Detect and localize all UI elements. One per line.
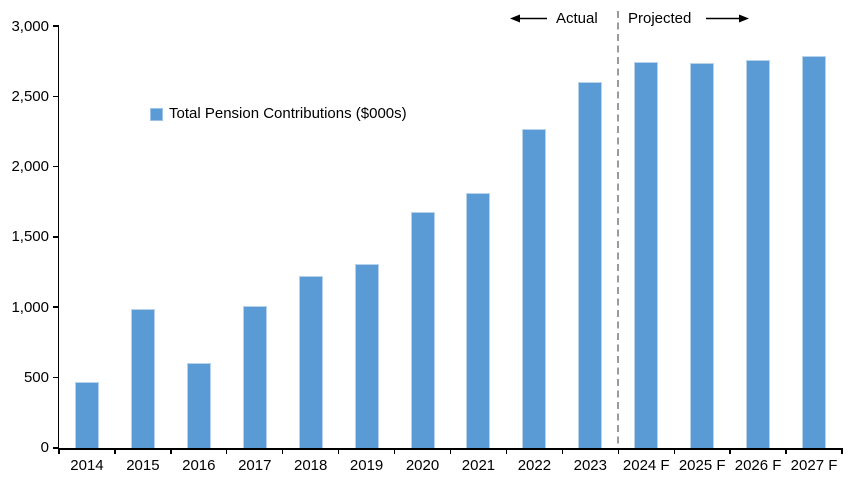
x-axis-label: 2019 xyxy=(349,457,384,474)
y-axis-label: 500 xyxy=(23,369,49,386)
y-axis-tick xyxy=(52,236,58,238)
x-axis-tick xyxy=(841,449,843,454)
x-axis-label: 2017 xyxy=(238,457,272,474)
x-axis-tick xyxy=(673,449,675,454)
bar-2022 xyxy=(522,128,547,448)
bar-2017 xyxy=(242,305,267,448)
y-axis-label: 1,000 xyxy=(11,298,49,316)
bar-2014 xyxy=(74,382,99,448)
bar-2027-f xyxy=(802,55,827,448)
bar-2026-f xyxy=(746,59,771,448)
y-axis-label: 2,500 xyxy=(11,87,49,105)
x-axis-label: 2016 xyxy=(182,457,216,474)
y-axis-tick xyxy=(52,165,58,168)
x-axis-tick xyxy=(58,449,60,454)
x-axis-tick xyxy=(561,449,564,454)
bar-2024-f xyxy=(634,61,659,448)
bar-2023 xyxy=(578,81,603,448)
x-axis-tick xyxy=(617,449,619,454)
x-axis-label: 2022 xyxy=(517,457,552,474)
x-axis-tick xyxy=(505,449,508,454)
bar-2020 xyxy=(410,212,435,448)
x-axis-label: 2020 xyxy=(405,457,440,474)
x-axis-tick xyxy=(729,449,731,454)
y-axis-line xyxy=(57,25,60,449)
x-axis-tick xyxy=(170,449,172,454)
y-axis-label: 3,000 xyxy=(11,17,49,35)
bar-2025-f xyxy=(690,62,715,448)
legend-swatch-icon xyxy=(150,107,163,121)
x-axis-tick xyxy=(393,449,396,454)
x-axis-tick xyxy=(226,449,228,454)
bar-2021 xyxy=(466,193,491,448)
x-axis-tick xyxy=(449,449,452,454)
bar-2016 xyxy=(186,363,211,448)
x-axis-tick xyxy=(282,449,284,454)
y-axis-label: 1,500 xyxy=(11,228,49,246)
x-axis-label: 2023 xyxy=(573,457,607,474)
x-axis-label: 2027 F xyxy=(790,457,838,474)
actual-projected-divider-line xyxy=(617,11,620,448)
bar-2019 xyxy=(354,263,379,448)
x-axis-label: 2018 xyxy=(293,457,328,474)
y-axis-tick xyxy=(52,447,58,449)
actual-left-arrow-icon xyxy=(510,14,547,23)
x-axis-tick xyxy=(337,449,340,454)
legend-label: Total Pension Contributions ($000s) xyxy=(169,105,407,122)
x-axis-label: 2026 F xyxy=(734,457,782,474)
x-axis-tick xyxy=(114,449,116,454)
y-axis-label: 0 xyxy=(40,439,49,457)
bar-2018 xyxy=(298,276,323,448)
y-axis-label: 2,000 xyxy=(11,158,49,176)
y-axis-tick xyxy=(52,376,58,379)
x-axis-label: 2014 xyxy=(70,457,104,474)
y-axis-tick xyxy=(52,95,58,98)
projected-phase-label: Projected xyxy=(628,10,692,27)
y-axis-tick xyxy=(52,25,58,27)
bar-2015 xyxy=(130,309,155,448)
x-axis-line xyxy=(57,448,843,450)
x-axis-label: 2015 xyxy=(126,457,160,474)
y-axis-tick xyxy=(52,306,58,308)
projected-right-arrow-icon xyxy=(706,14,749,23)
x-axis-label: 2025 F xyxy=(678,457,726,474)
x-axis-label: 2021 xyxy=(461,457,496,474)
x-axis-label: 2024 F xyxy=(622,457,670,474)
x-axis-tick xyxy=(785,449,787,454)
legend: Total Pension Contributions ($000s) xyxy=(150,105,407,123)
actual-phase-label: Actual xyxy=(556,10,598,27)
